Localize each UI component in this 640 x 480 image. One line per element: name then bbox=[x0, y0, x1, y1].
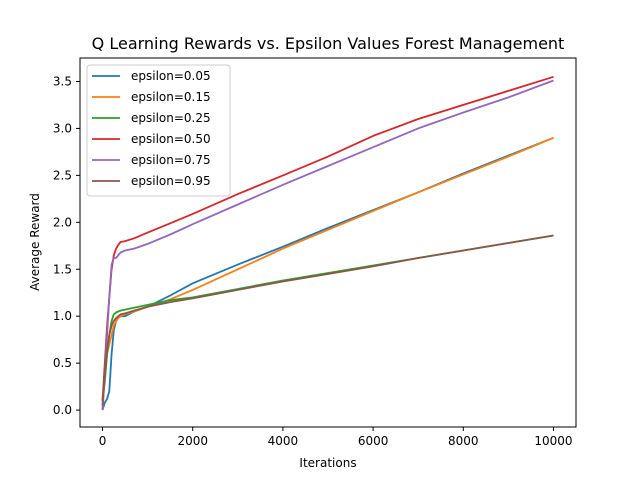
y-axis-label: Average Reward bbox=[28, 193, 42, 291]
x-tick-label: 2000 bbox=[177, 434, 208, 448]
x-tick-label: 6000 bbox=[358, 434, 389, 448]
y-tick-label: 3.0 bbox=[53, 121, 72, 135]
x-tick-label: 10000 bbox=[534, 434, 572, 448]
y-tick-label: 1.5 bbox=[53, 262, 72, 276]
legend: epsilon=0.05 epsilon=0.15 epsilon=0.25 epsi… bbox=[86, 64, 231, 197]
x-tick-label: 4000 bbox=[268, 434, 299, 448]
legend-label-3: epsilon=0.50 bbox=[131, 132, 211, 146]
x-tick-label: 8000 bbox=[448, 434, 479, 448]
legend-label-5: epsilon=0.95 bbox=[131, 174, 211, 188]
y-tick-label: 2.0 bbox=[53, 215, 72, 229]
y-tick-label: 1.0 bbox=[53, 309, 72, 323]
x-axis-ticks: 0 2000 4000 6000 8000 10000 bbox=[99, 427, 573, 448]
y-axis-ticks: 0.0 0.5 1.0 1.5 2.0 2.5 3.0 3.5 bbox=[53, 74, 80, 417]
y-tick-label: 3.5 bbox=[53, 74, 72, 88]
y-tick-label: 0.5 bbox=[53, 356, 72, 370]
legend-label-4: epsilon=0.75 bbox=[131, 153, 211, 167]
y-tick-label: 2.5 bbox=[53, 168, 72, 182]
series-line-4 bbox=[101, 79, 554, 411]
chart-title: Q Learning Rewards vs. Epsilon Values Fo… bbox=[92, 34, 565, 53]
y-tick-label: 0.0 bbox=[53, 403, 72, 417]
x-axis-label: Iterations bbox=[299, 456, 356, 470]
series-lines bbox=[101, 75, 554, 411]
legend-box bbox=[86, 64, 231, 197]
legend-label-2: epsilon=0.25 bbox=[131, 111, 211, 125]
plot-area-frame bbox=[79, 57, 577, 428]
series-line-5 bbox=[101, 234, 554, 406]
x-tick-label: 0 bbox=[99, 434, 107, 448]
legend-label-1: epsilon=0.15 bbox=[131, 90, 211, 104]
legend-label-0: epsilon=0.05 bbox=[131, 69, 211, 83]
